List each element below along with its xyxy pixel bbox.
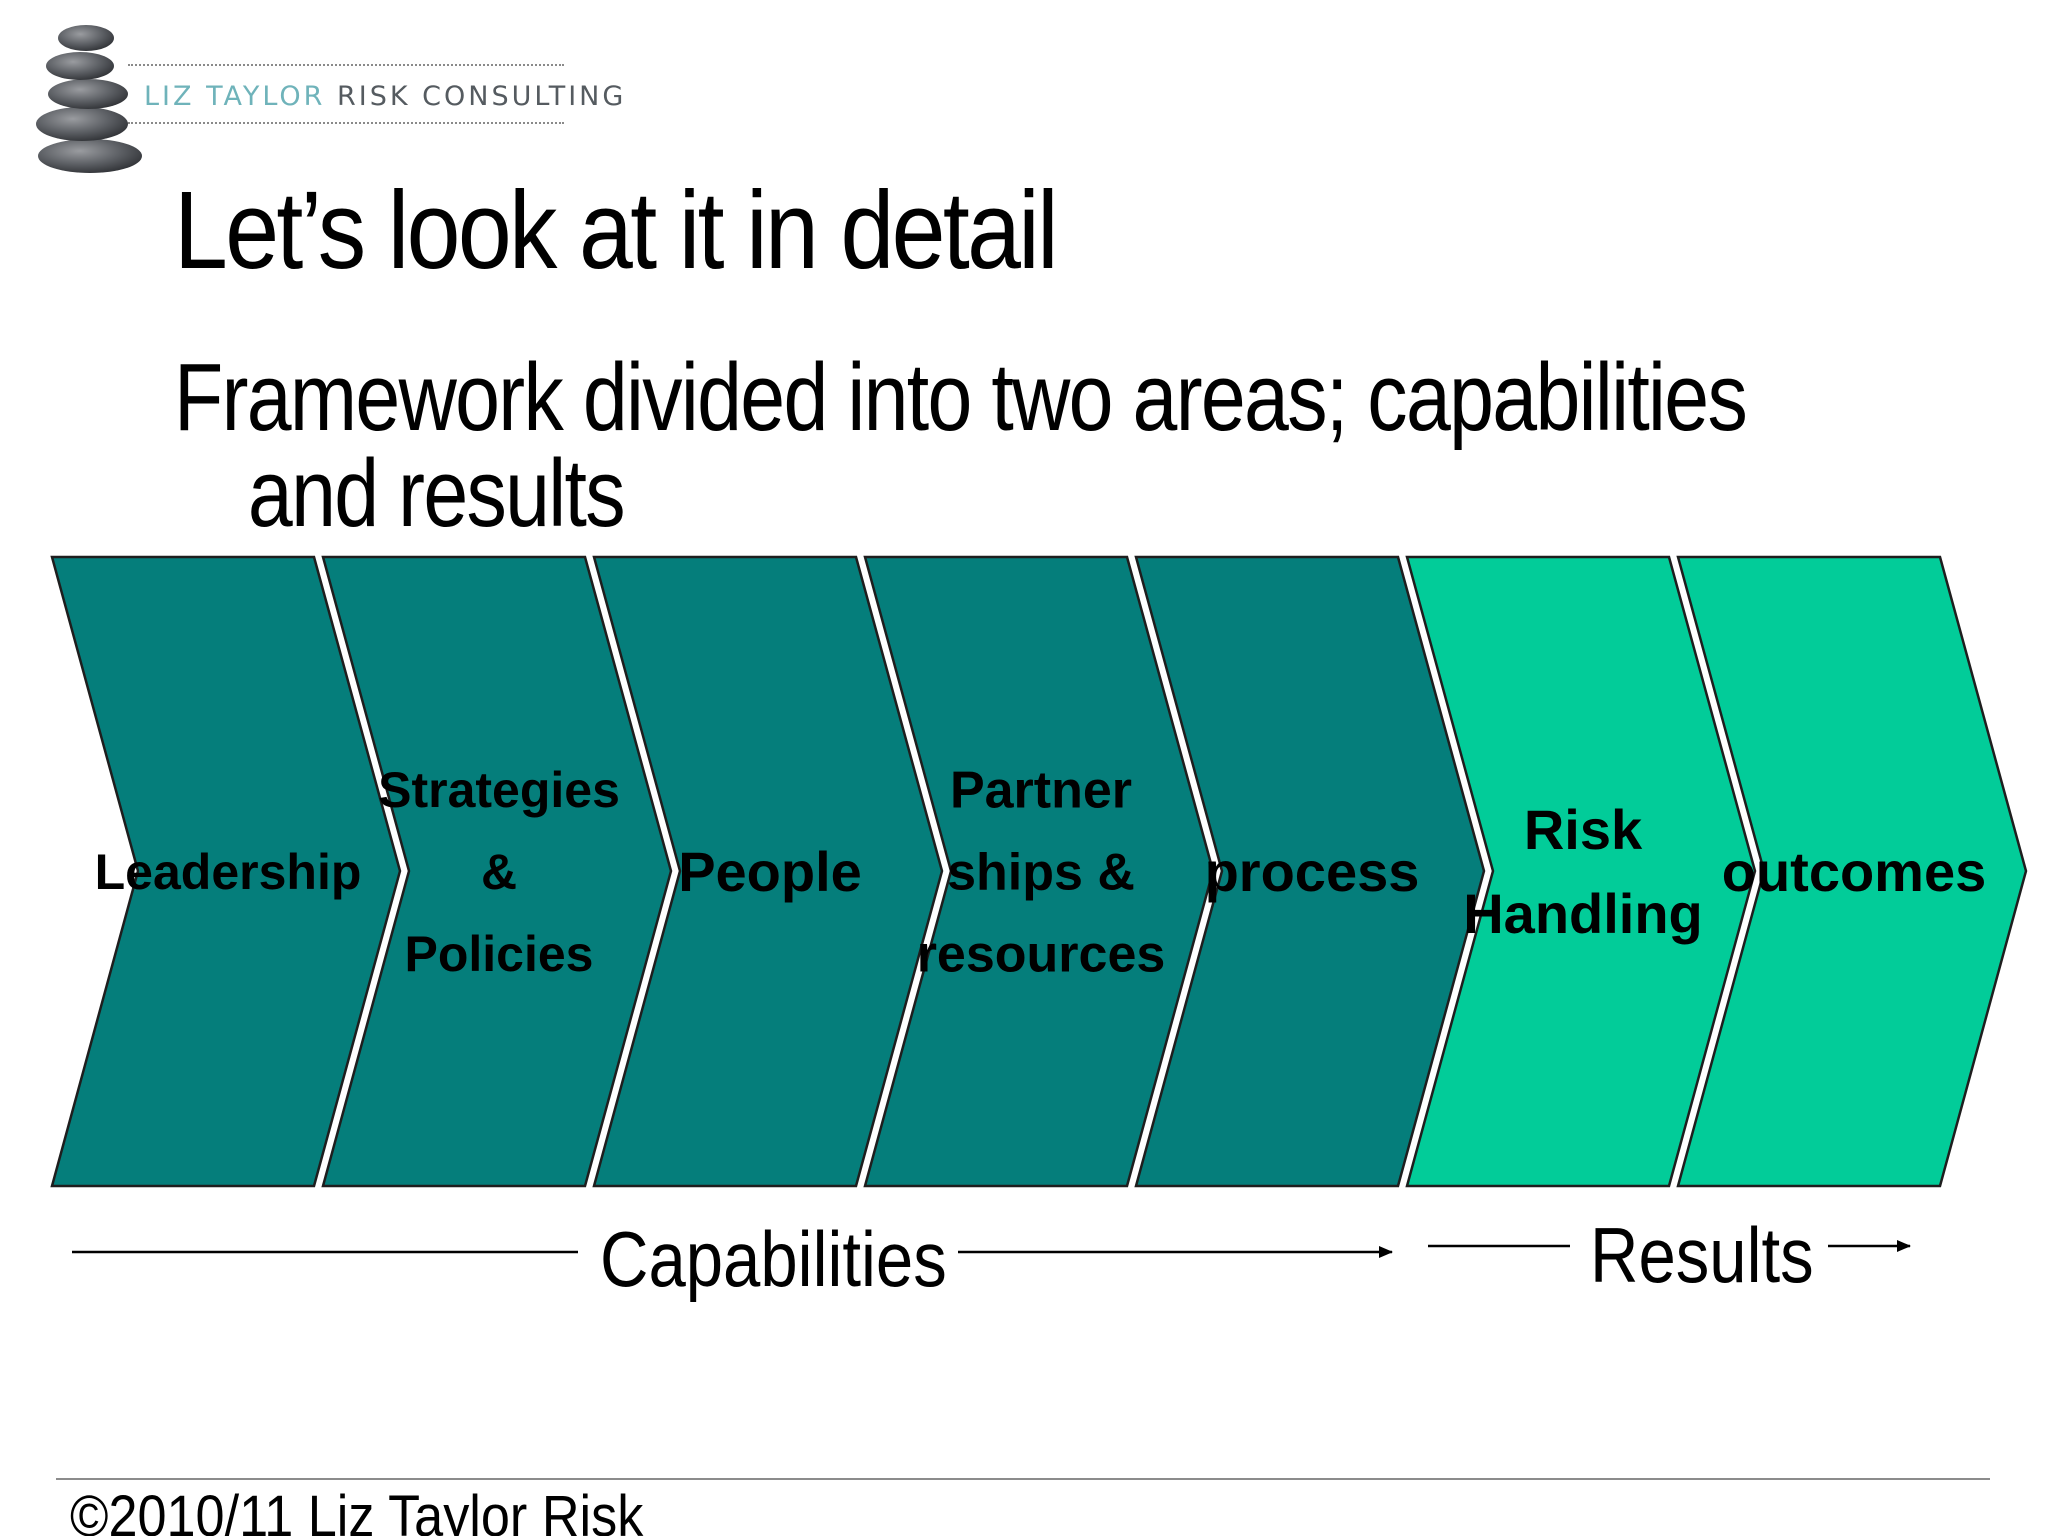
chevron-label-line: process [1205, 840, 1420, 903]
chevron-partnerships-resources: Partner ships & resources [863, 555, 1215, 1188]
chevron-shape-partnerships-resources [863, 555, 1215, 1188]
page-title: Let’s look at it in detail [174, 169, 1059, 292]
chevron-people: People [592, 555, 944, 1188]
slide-subtitle: Framework divided into two areas; capabi… [174, 350, 1938, 542]
chevron-label-partnerships-resources: Partner ships & resources [917, 762, 1166, 984]
chevron-label-line: & [481, 844, 517, 900]
chevron-label-line: resources [917, 926, 1166, 984]
subtitle-line-2: and results [247, 440, 626, 547]
chevron-label-line: Risk [1524, 798, 1643, 861]
footer-rule [56, 1478, 1990, 1480]
chevron-label-line: outcomes [1722, 840, 1987, 903]
chevron-leadership: Leadership [50, 555, 402, 1188]
logo-tagline: RISK CONSULTING [325, 81, 627, 112]
chevron-label-line: Policies [405, 926, 594, 982]
chevron-shape-process [1134, 555, 1486, 1188]
logo-wordmark: LIZ TAYLOR RISK CONSULTING [144, 80, 626, 114]
chevron-strategies-policies: Strategies & Policies [321, 555, 673, 1188]
company-logo: LIZ TAYLOR RISK CONSULTING [24, 14, 623, 174]
chevron-label-strategies-policies: Strategies & Policies [378, 762, 620, 982]
copyright-footer: ©2010/11 Liz Taylor Risk [70, 1484, 644, 1536]
logo-name: LIZ TAYLOR [144, 81, 326, 112]
chevron-outcomes: outcomes [1676, 555, 2028, 1188]
chevron-shape-leadership [50, 555, 402, 1188]
chevron-risk-handling: Risk Handling [1405, 555, 1757, 1188]
chevron-label-line: Handling [1463, 882, 1703, 945]
stacked-stones-icon [36, 25, 142, 173]
chevron-process: process [1134, 555, 1486, 1188]
chevron-label-line: Partner [950, 762, 1132, 820]
chevron-label-line: People [678, 840, 862, 903]
chevron-label-leadership: Leadership [95, 844, 362, 900]
chevron-shape-people [592, 555, 944, 1188]
chevron-row: Leadership Strategies & Policies People Partn… [50, 555, 2028, 1188]
logo-rule-top [128, 64, 564, 66]
chevron-label-line: Leadership [95, 844, 362, 900]
chevron-label-process: process [1205, 840, 1420, 903]
chevron-label-line: Strategies [378, 762, 620, 818]
results-label: Results [1590, 1211, 1814, 1299]
chevron-shape-risk-handling [1405, 555, 1757, 1188]
chevron-label-outcomes: outcomes [1722, 840, 1987, 903]
capabilities-label: Capabilities [600, 1215, 947, 1303]
logo-rule-bottom [128, 122, 564, 124]
chevron-label-line: ships & [947, 844, 1135, 902]
chevron-shape-strategies-policies [321, 555, 673, 1188]
chevron-label-people: People [678, 840, 862, 903]
chevron-label-risk-handling: Risk Handling [1463, 798, 1703, 945]
chevron-shape-outcomes [1676, 555, 2028, 1188]
subtitle-line-1: Framework divided into two areas; capabi… [174, 344, 1748, 451]
